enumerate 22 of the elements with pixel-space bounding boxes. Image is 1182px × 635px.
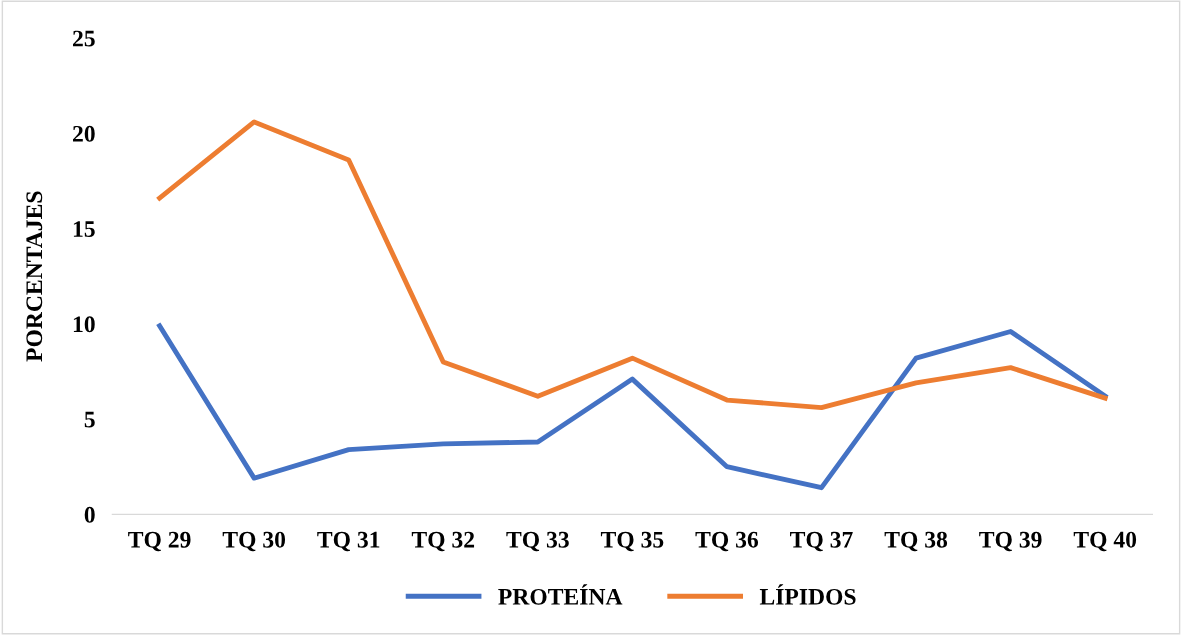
line-series (157, 323, 1108, 491)
y-tick-label: 0 (84, 506, 95, 523)
x-tick-label: TQ 32 (411, 531, 475, 552)
x-tick-label: TQ 37 (790, 531, 853, 552)
x-tick-label: TQ 39 (979, 531, 1042, 552)
y-tick-label: 5 (84, 411, 95, 428)
y-axis-title: PORCENTAJES (26, 191, 43, 362)
x-tick-label: TQ 33 (506, 531, 569, 552)
y-tick-label: 10 (73, 316, 95, 333)
x-tick-label: TQ 29 (128, 531, 191, 552)
x-tick-label: TQ 40 (1073, 531, 1137, 552)
y-tick-label: 20 (73, 125, 95, 142)
x-tick-label: TQ 36 (695, 531, 759, 552)
x-tick-label: TQ 31 (317, 531, 380, 552)
y-tick-label: 25 (73, 30, 95, 47)
y-tick-label: 15 (73, 221, 95, 238)
x-tick-label: TQ 30 (222, 531, 286, 552)
x-tick-label: TQ 35 (600, 531, 664, 552)
x-tick-label: TQ 38 (884, 531, 948, 552)
legend-label: LÍPIDOS (759, 584, 856, 605)
legend-label: PROTEÍNA (498, 584, 623, 605)
line-series (157, 119, 1108, 411)
